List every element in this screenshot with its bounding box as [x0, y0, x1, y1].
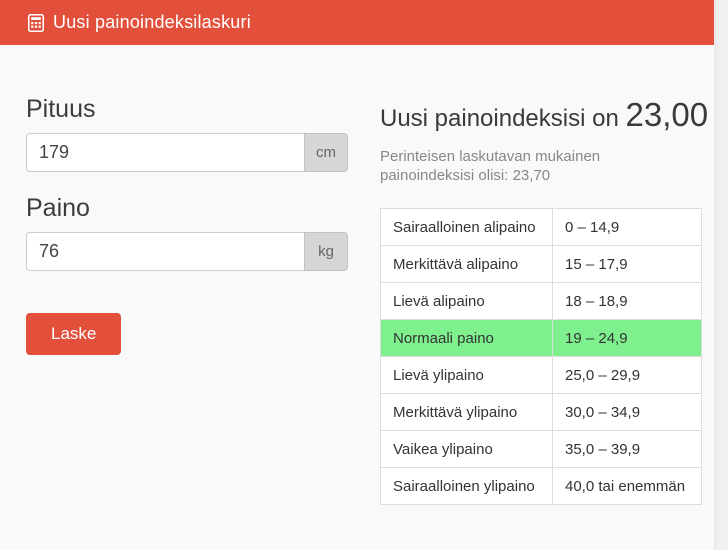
- calculator-icon: [28, 13, 44, 32]
- range-cell: 40,0 tai enemmän: [552, 467, 702, 506]
- category-cell: Normaali paino: [380, 319, 553, 358]
- main-content: Pituus cm Paino kg Laske Uusi painoindek…: [0, 45, 714, 506]
- category-cell: Merkittävä alipaino: [380, 245, 553, 284]
- weight-label: Paino: [26, 193, 90, 222]
- table-row: Normaali paino 19 – 24,9: [380, 319, 702, 358]
- category-cell: Merkittävä ylipaino: [380, 393, 553, 432]
- result-heading: Uusi painoindeksisi on 23,00: [380, 95, 708, 135]
- calculate-button[interactable]: Laske: [26, 312, 122, 355]
- range-cell: 30,0 – 34,9: [552, 393, 702, 432]
- table-row: Lievä alipaino 18 – 18,9: [380, 282, 702, 321]
- table-row: Vaikea ylipaino 35,0 – 39,9: [380, 430, 702, 469]
- result-panel: Uusi painoindeksisi on 23,00 Perinteisen…: [380, 45, 708, 506]
- app-header: Uusi painoindeksilaskuri: [0, 0, 714, 45]
- height-unit-addon: cm: [304, 132, 348, 172]
- bmi-table: Sairaalloinen alipaino 0 – 14,9 Merkittä…: [380, 208, 702, 506]
- table-row: Merkittävä alipaino 15 – 17,9: [380, 245, 702, 284]
- height-input[interactable]: [26, 132, 304, 172]
- table-row: Lievä ylipaino 25,0 – 29,9: [380, 356, 702, 395]
- table-row: Merkittävä ylipaino 30,0 – 34,9: [380, 393, 702, 432]
- scrollbar-track[interactable]: [715, 0, 728, 550]
- table-row: Sairaalloinen ylipaino 40,0 tai enemmän: [380, 467, 702, 506]
- range-cell: 15 – 17,9: [552, 245, 702, 284]
- result-note: Perinteisen laskutavan mukainen painoind…: [380, 147, 601, 185]
- range-cell: 25,0 – 29,9: [552, 356, 702, 395]
- category-cell: Lievä ylipaino: [380, 356, 553, 395]
- result-heading-text: Uusi painoindeksisi on: [380, 105, 619, 132]
- weight-unit-addon: kg: [304, 231, 348, 271]
- range-cell: 18 – 18,9: [552, 282, 702, 321]
- table-row: Sairaalloinen alipaino 0 – 14,9: [380, 208, 702, 247]
- range-cell: 0 – 14,9: [552, 208, 702, 247]
- range-cell: 19 – 24,9: [552, 319, 702, 358]
- weight-input[interactable]: [26, 231, 304, 271]
- range-cell: 35,0 – 39,9: [552, 430, 702, 469]
- bmi-value: 23,00: [625, 96, 709, 133]
- bmi-table-body: Sairaalloinen alipaino 0 – 14,9 Merkittä…: [380, 208, 702, 506]
- category-cell: Lievä alipaino: [380, 282, 553, 321]
- category-cell: Sairaalloinen ylipaino: [380, 467, 553, 506]
- category-cell: Sairaalloinen alipaino: [380, 208, 553, 247]
- height-input-group: cm: [26, 132, 348, 172]
- app-title: Uusi painoindeksilaskuri: [53, 12, 251, 32]
- height-label: Pituus: [26, 95, 96, 123]
- weight-input-group: kg: [26, 231, 348, 271]
- category-cell: Vaikea ylipaino: [380, 430, 553, 469]
- input-panel: Pituus cm Paino kg Laske: [26, 45, 348, 505]
